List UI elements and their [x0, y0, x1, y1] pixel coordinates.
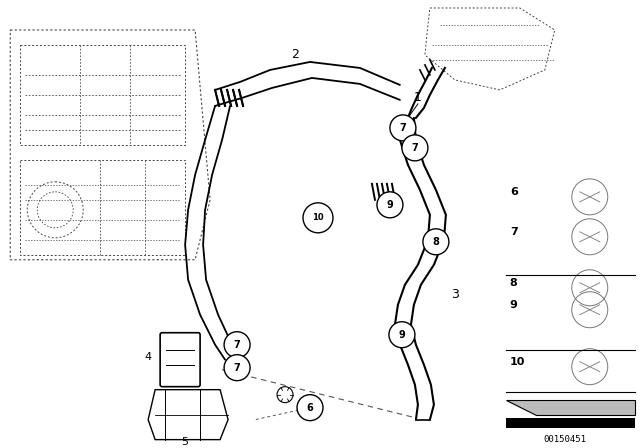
Text: 7: 7 — [412, 143, 419, 153]
Text: 7: 7 — [234, 340, 241, 350]
Text: 4: 4 — [145, 352, 152, 362]
Text: 8: 8 — [433, 237, 439, 247]
Circle shape — [224, 355, 250, 381]
Text: 7: 7 — [399, 123, 406, 133]
Text: 9: 9 — [387, 200, 394, 210]
FancyBboxPatch shape — [160, 333, 200, 387]
Text: 2: 2 — [291, 48, 299, 61]
Circle shape — [390, 115, 416, 141]
Circle shape — [423, 229, 449, 255]
Text: 9: 9 — [510, 300, 518, 310]
Polygon shape — [506, 400, 635, 415]
Text: 9: 9 — [399, 330, 405, 340]
Text: 10: 10 — [510, 357, 525, 367]
Text: 6: 6 — [510, 187, 518, 197]
Text: 7: 7 — [234, 363, 241, 373]
Text: 10: 10 — [312, 213, 324, 222]
Text: 8: 8 — [510, 278, 518, 288]
Text: 00150451: 00150451 — [543, 435, 586, 444]
Text: 7: 7 — [510, 227, 518, 237]
Circle shape — [303, 203, 333, 233]
Text: 5: 5 — [182, 437, 189, 447]
Circle shape — [377, 192, 403, 218]
Text: 1: 1 — [414, 91, 422, 104]
Circle shape — [224, 332, 250, 358]
Circle shape — [402, 135, 428, 161]
Circle shape — [297, 395, 323, 421]
Circle shape — [389, 322, 415, 348]
Text: 6: 6 — [307, 403, 314, 413]
Text: 3: 3 — [451, 288, 459, 301]
Bar — [506, 418, 635, 428]
